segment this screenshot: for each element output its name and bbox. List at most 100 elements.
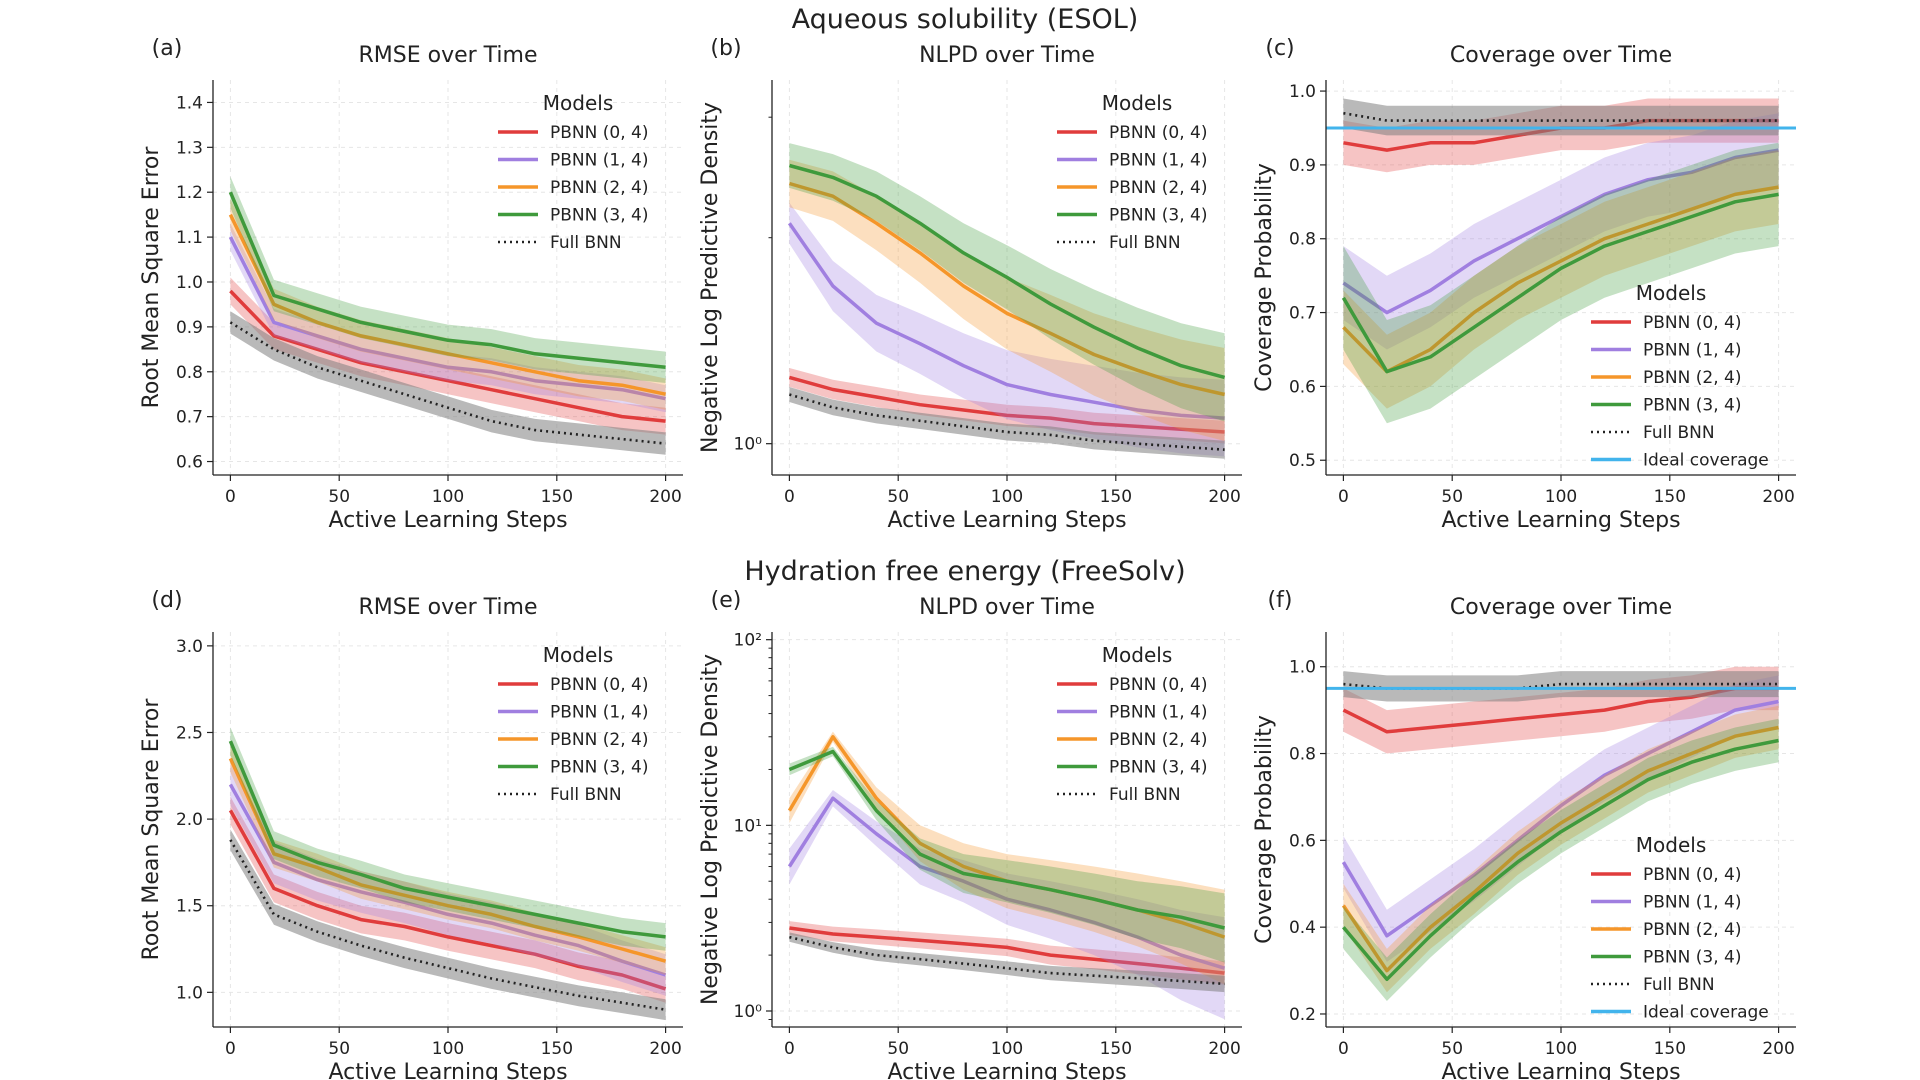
band-pbnn-0-4- [230,796,666,1003]
line-full-bnn [229,321,666,445]
y-tick-label: 10² [734,631,762,651]
y-tick-label: 10⁰ [734,435,763,455]
band-pbnn-2-4- [230,744,666,975]
x-tick-label: 100 [1545,487,1577,507]
legend-entry: PBNN (3, 4) [1643,948,1741,968]
band-pbnn-1-4- [789,790,1225,1020]
y-tick-label: 0.4 [1289,918,1316,938]
line-full-bnn [1343,111,1779,122]
chart-title: Coverage over Time [1450,595,1672,620]
band-pbnn-2-4- [230,198,666,410]
x-tick-label: 50 [328,1039,350,1059]
y-tick-label: 0.6 [176,453,203,473]
y-tick-label: 1.0 [1289,658,1316,678]
chart-title: RMSE over Time [358,595,537,620]
line-pbnn-3-4- [788,163,1226,380]
y-tick-label: 0.8 [1289,230,1316,250]
row-title-esol: Aqueous solubility (ESOL) [792,4,1139,35]
y-tick-label: 0.9 [176,318,203,338]
row-title-freesolv: Hydration free energy (FreeSolv) [744,556,1185,587]
chart-title: NLPD over Time [919,595,1095,620]
legend-entry: PBNN (1, 4) [550,151,648,171]
line-pbnn-2-4- [228,757,667,963]
legend-entry: PBNN (1, 4) [550,703,648,723]
legend-entry: PBNN (1, 4) [1109,703,1207,723]
x-tick-label: 100 [432,487,464,507]
x-axis-label: Active Learning Steps [328,1060,567,1080]
legend: Models PBNN (0, 4) PBNN (1, 4) PBNN (2, 4) P… [498,91,648,253]
y-axis-label: Coverage Probability [1252,163,1277,392]
x-tick-label: 50 [887,487,909,507]
band-pbnn-1-4- [1343,113,1779,350]
panels: 0 50 100 150 200 0.6 0.7 0.8 0.9 1.0 1.1 1.2 1.3 1.4 R… [139,36,1796,1080]
legend-entry: PBNN (3, 4) [550,206,648,226]
y-tick-label: 0.6 [1289,377,1316,397]
legend-title: Models [1636,281,1706,305]
x-tick-label: 0 [1338,487,1349,507]
line-pbnn-1-4- [1341,699,1779,938]
x-tick-label: 150 [1100,487,1132,507]
line-pbnn-0-4- [789,926,1225,975]
legend-entry: PBNN (2, 4) [1109,178,1207,198]
x-tick-label: 200 [1762,487,1794,507]
y-tick-label: 1.4 [176,93,203,113]
y-axis-label: Root Mean Square Error [139,698,164,961]
legend-entry: PBNN (2, 4) [1643,920,1741,940]
band-full-bnn [789,932,1225,993]
band-full-bnn [789,387,1225,459]
line-pbnn-3-4- [228,191,666,370]
band-pbnn-1-4- [230,763,666,996]
x-axis-label: Active Learning Steps [887,1060,1126,1080]
legend-title: Models [1102,91,1172,115]
legend: Models PBNN (0, 4) PBNN (1, 4) PBNN (2, 4) P… [1057,643,1207,805]
x-tick-label: 100 [991,487,1023,507]
legend-entry: Ideal coverage [1643,1003,1769,1023]
x-tick-label: 50 [887,1039,909,1059]
legend: Models PBNN (0, 4) PBNN (1, 4) PBNN (2, 4) P… [1591,833,1769,1023]
y-tick-label: 1.0 [1289,82,1316,102]
legend-entry: Full BNN [1643,423,1715,443]
line-pbnn-1-4- [787,796,1226,970]
x-tick-label: 200 [1762,1039,1794,1059]
legend-title: Models [1636,833,1706,857]
band-pbnn-1-4- [230,223,666,413]
y-axis-label: Negative Log Predictive Density [698,654,723,1005]
line-pbnn-3-4- [1341,192,1779,374]
legend-entry: PBNN (2, 4) [1109,730,1207,750]
legend: Models PBNN (0, 4) PBNN (1, 4) PBNN (2, 4) P… [1591,281,1769,471]
y-tick-label: 0.7 [1289,304,1316,324]
legend-entry: PBNN (3, 4) [550,758,648,778]
panel-e: 0 50 100 150 200 10⁰ 10¹ 10² NLPD over Time (e) Ac… [698,588,1242,1080]
panel-a: 0 50 100 150 200 0.6 0.7 0.8 0.9 1.0 1.1 1.2 1.3 1.4 R… [139,36,683,533]
legend: Models PBNN (0, 4) PBNN (1, 4) PBNN (2, 4) P… [498,643,648,805]
band-pbnn-3-4- [789,746,1225,963]
y-tick-label: 3.0 [176,637,203,657]
legend-entry: PBNN (3, 4) [1109,206,1207,226]
y-tick-label: 2.0 [176,810,203,830]
y-tick-label: 0.5 [1289,451,1316,471]
panel-label: (f) [1268,588,1293,613]
chart-title: NLPD over Time [919,43,1095,68]
x-tick-label: 0 [784,487,795,507]
x-axis-label: Active Learning Steps [887,508,1126,533]
legend-entry: PBNN (0, 4) [1109,675,1207,695]
panel-label: (d) [151,588,182,613]
legend-entry: PBNN (3, 4) [1109,758,1207,778]
chart-title: RMSE over Time [358,43,537,68]
y-tick-label: 2.5 [176,723,203,743]
y-axis-label: Negative Log Predictive Density [698,102,723,453]
legend-entry: PBNN (2, 4) [550,178,648,198]
line-pbnn-3-4- [1342,738,1779,982]
x-tick-label: 0 [784,1039,795,1059]
line-pbnn-1-4- [787,222,1225,420]
y-tick-label: 1.3 [176,138,203,158]
panel-f: 0 50 100 150 200 0.2 0.4 0.6 0.8 1.0 Coverage over… [1252,588,1796,1080]
line-pbnn-0-4- [229,289,666,423]
band-pbnn-2-4- [789,731,1225,985]
legend-title: Models [1102,643,1172,667]
x-tick-label: 0 [225,1039,236,1059]
x-tick-label: 50 [1441,487,1463,507]
band-pbnn-2-4- [1343,705,1779,993]
legend-entry: PBNN (0, 4) [550,123,648,143]
band-pbnn-2-4- [789,159,1225,441]
